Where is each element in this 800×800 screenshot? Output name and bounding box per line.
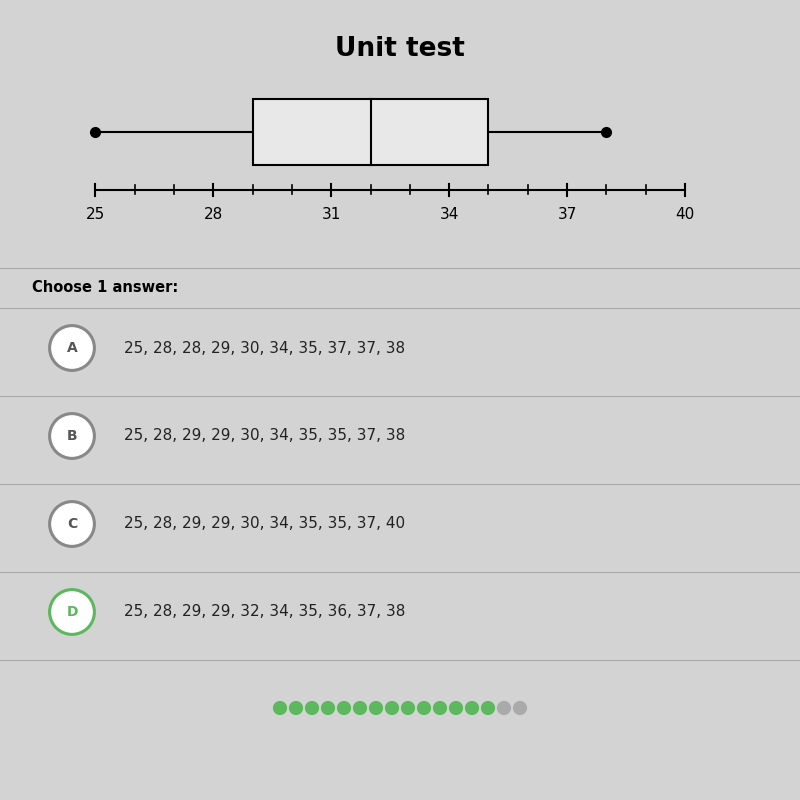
Circle shape [50,502,94,546]
Text: 25: 25 [86,207,105,222]
Text: C: C [67,517,77,531]
Circle shape [418,702,430,714]
Text: Unit test: Unit test [335,36,465,62]
Circle shape [306,702,318,714]
Text: 25, 28, 29, 29, 30, 34, 35, 35, 37, 38: 25, 28, 29, 29, 30, 34, 35, 35, 37, 38 [124,429,406,443]
Circle shape [402,702,414,714]
Circle shape [498,702,510,714]
Circle shape [274,702,286,714]
Circle shape [514,702,526,714]
Text: 25, 28, 29, 29, 32, 34, 35, 36, 37, 38: 25, 28, 29, 29, 32, 34, 35, 36, 37, 38 [124,605,406,619]
Circle shape [338,702,350,714]
Text: 40: 40 [675,207,694,222]
Circle shape [434,702,446,714]
Circle shape [50,590,94,634]
Circle shape [50,414,94,458]
Text: B: B [66,429,78,443]
Text: 37: 37 [558,207,577,222]
Circle shape [50,326,94,370]
Text: 25, 28, 29, 29, 30, 34, 35, 35, 37, 40: 25, 28, 29, 29, 30, 34, 35, 35, 37, 40 [124,517,405,531]
Circle shape [450,702,462,714]
Text: A: A [66,341,78,355]
Circle shape [370,702,382,714]
Text: 34: 34 [439,207,459,222]
Circle shape [322,702,334,714]
Circle shape [386,702,398,714]
Text: D: D [66,605,78,619]
Text: Choose 1 answer:: Choose 1 answer: [32,280,178,295]
Bar [253,99,489,165]
Circle shape [354,702,366,714]
Circle shape [466,702,478,714]
Circle shape [482,702,494,714]
Text: 28: 28 [204,207,223,222]
Text: 25, 28, 28, 29, 30, 34, 35, 37, 37, 38: 25, 28, 28, 29, 30, 34, 35, 37, 37, 38 [124,341,405,355]
Text: 31: 31 [322,207,341,222]
Circle shape [290,702,302,714]
